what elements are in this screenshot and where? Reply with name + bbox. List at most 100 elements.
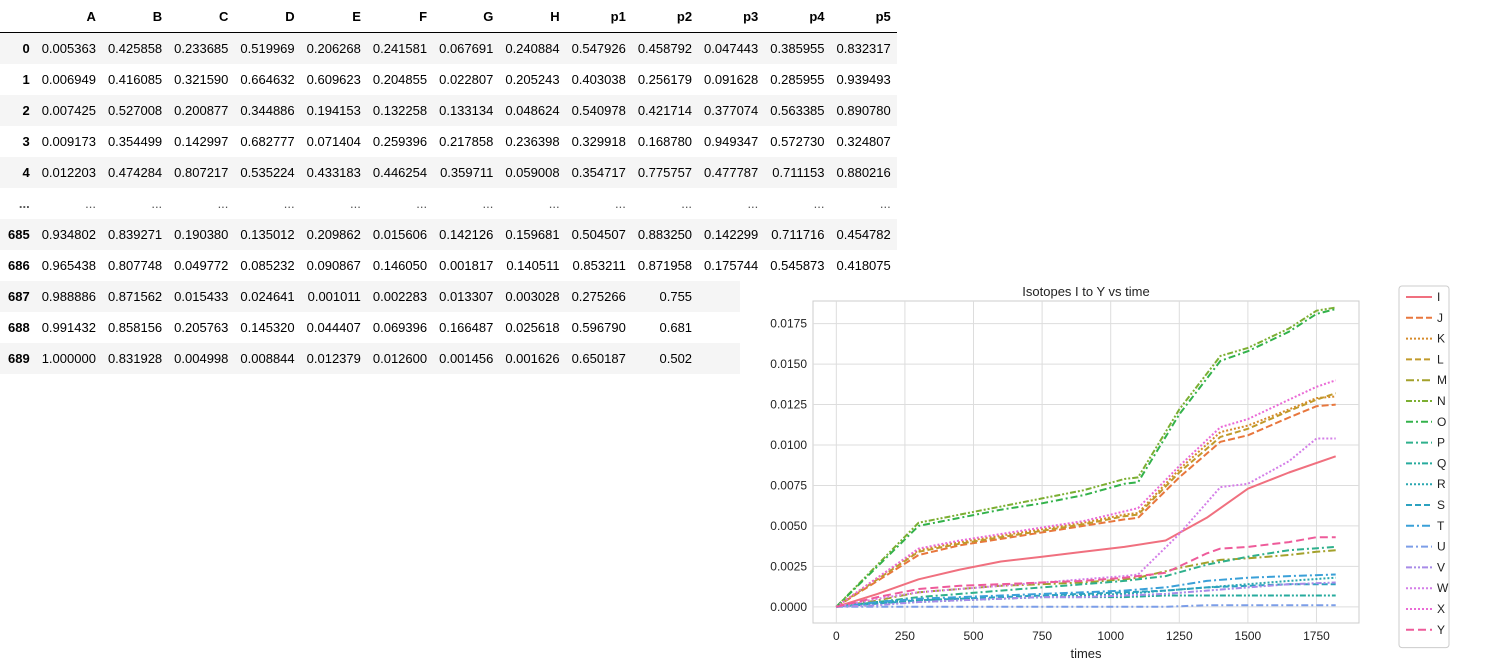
row-index: 686 bbox=[8, 258, 30, 273]
table-cell: 0.015433 bbox=[174, 289, 229, 304]
table-cell: 0.085232 bbox=[240, 258, 295, 273]
legend-label-v: V bbox=[1437, 560, 1445, 574]
table-cell: 0.090867 bbox=[306, 258, 361, 273]
table-cell: 0.001817 bbox=[439, 258, 494, 273]
line-chart: 0 250 500 750 1000 1250 1500 1750 0.0000 0.0025 0.… bbox=[770, 284, 1450, 661]
table-cell: 0.013307 bbox=[439, 289, 494, 304]
table-cell: 0.880216 bbox=[836, 165, 891, 180]
series-line-n bbox=[835, 306, 1336, 608]
table-cell: 0.001626 bbox=[505, 351, 560, 366]
table-cell: 0.359711 bbox=[440, 165, 494, 180]
legend-label-u: U bbox=[1437, 540, 1446, 554]
table-cell: 0.871958 bbox=[637, 258, 693, 273]
row-index: 2 bbox=[22, 103, 30, 118]
legend-label-s: S bbox=[1437, 498, 1445, 512]
table-row: 0 0.005363 0.425858 0.233685 0.519969 0.20626… bbox=[0, 32, 897, 64]
row-index: 685 bbox=[8, 227, 30, 242]
series-line-w bbox=[836, 437, 1336, 608]
table-cell: 0.146050 bbox=[372, 258, 428, 273]
table-cell: ... bbox=[350, 196, 361, 211]
legend-label-r: R bbox=[1437, 477, 1446, 491]
table-cell: 0.563385 bbox=[770, 103, 825, 118]
series-line-j bbox=[835, 403, 1336, 608]
table-cell: 0.711153 bbox=[772, 165, 825, 180]
dataframe-body: 0 0.005363 0.425858 0.233685 0.519969 0.20626… bbox=[0, 32, 897, 374]
table-cell: 0.190380 bbox=[174, 227, 229, 242]
row-index: ... bbox=[18, 196, 30, 211]
table-cell: 0.664632 bbox=[240, 72, 295, 87]
x-axis-label: times bbox=[1070, 646, 1102, 661]
table-cell: 0.711716 bbox=[771, 227, 825, 242]
table-cell: 0.883250 bbox=[637, 227, 693, 242]
x-tick-label: 1000 bbox=[1097, 629, 1124, 643]
table-cell: ... bbox=[217, 196, 229, 211]
table-cell: 0.001011 bbox=[307, 289, 361, 304]
table-cell: 0.433183 bbox=[306, 165, 361, 180]
table-cell: 0.145320 bbox=[240, 320, 295, 335]
series-line-o bbox=[835, 308, 1336, 608]
table-row: 1 0.006949 0.416085 0.321590 0.664632 0.60962… bbox=[0, 64, 897, 95]
y-tick-label: 0.0000 bbox=[770, 600, 807, 614]
table-row: 4 0.012203 0.474284 0.807217 0.535224 0.43318… bbox=[0, 157, 897, 188]
table-cell: 0.256179 bbox=[637, 72, 693, 87]
table-cell: 0.807748 bbox=[107, 258, 163, 273]
table-cell: 0.418075 bbox=[836, 258, 891, 273]
table-cell: 0.004998 bbox=[174, 351, 229, 366]
table-cell: 0.005363 bbox=[41, 41, 96, 56]
series-line-y bbox=[836, 536, 1336, 608]
legend-label-y: Y bbox=[1437, 623, 1445, 637]
table-cell: 0.446254 bbox=[372, 165, 428, 180]
y-tick-label: 0.0150 bbox=[770, 357, 807, 371]
table-row: 685 0.934802 0.839271 0.190380 0.135012 0.209… bbox=[0, 219, 897, 250]
table-cell: 0.135012 bbox=[240, 227, 295, 242]
table-cell: 0.416085 bbox=[107, 72, 163, 87]
table-cell: 0.012379 bbox=[306, 351, 361, 366]
table-cell: 0.009173 bbox=[41, 134, 96, 149]
table-cell: 0.454782 bbox=[836, 227, 891, 242]
table-cell: ... bbox=[879, 196, 891, 211]
table-cell: 0.200877 bbox=[174, 103, 229, 118]
table-cell: 0.535224 bbox=[240, 165, 295, 180]
table-cell: ... bbox=[548, 196, 560, 211]
table-cell: 0.474284 bbox=[107, 165, 163, 180]
table-cell: 0.285955 bbox=[770, 72, 825, 87]
table-cell: 0.003028 bbox=[505, 289, 560, 304]
table-cell: 0.377074 bbox=[704, 103, 759, 118]
legend-label-n: N bbox=[1437, 394, 1446, 408]
table-cell: 0.142126 bbox=[439, 227, 494, 242]
table-cell: 0.477787 bbox=[704, 165, 759, 180]
y-tick-label: 0.0175 bbox=[770, 317, 807, 331]
table-cell: 0.091628 bbox=[704, 72, 759, 87]
table-cell: 0.069396 bbox=[372, 320, 428, 335]
table-cell: 0.067691 bbox=[439, 41, 494, 56]
table-cell: 0.240884 bbox=[505, 41, 560, 56]
table-cell: 0.071404 bbox=[306, 134, 361, 149]
table-cell: 0.890780 bbox=[836, 103, 891, 118]
series-line-l bbox=[835, 392, 1337, 608]
table-cell: 0.540978 bbox=[571, 103, 626, 118]
table-cell: 0.205243 bbox=[505, 72, 560, 87]
table-cell: 0.047443 bbox=[704, 41, 759, 56]
row-index: 0 bbox=[22, 41, 30, 56]
table-cell: 0.871562 bbox=[107, 289, 163, 304]
table-cell: ... bbox=[151, 196, 163, 211]
column-header-g: G bbox=[433, 0, 500, 33]
series-line-r bbox=[836, 576, 1336, 608]
table-cell: 0.132258 bbox=[372, 103, 428, 118]
table-cell: 0.831928 bbox=[107, 351, 163, 366]
table-cell: 0.949347 bbox=[704, 134, 759, 149]
table-cell: 0.344886 bbox=[240, 103, 295, 118]
column-header-a: A bbox=[35, 0, 102, 33]
series-line-k bbox=[835, 395, 1336, 608]
table-cell: 0.354717 bbox=[571, 165, 626, 180]
table-cell: 0.175744 bbox=[704, 258, 759, 273]
table-cell: 0.425858 bbox=[107, 41, 163, 56]
x-tick-label: 750 bbox=[1032, 629, 1052, 643]
table-cell: 0.024641 bbox=[240, 289, 295, 304]
table-cell: 0.991432 bbox=[41, 320, 96, 335]
table-cell: 0.166487 bbox=[439, 320, 494, 335]
table-cell: 0.385955 bbox=[770, 41, 825, 56]
table-cell: 0.502 bbox=[659, 351, 693, 366]
table-cell: 0.354499 bbox=[107, 134, 163, 149]
